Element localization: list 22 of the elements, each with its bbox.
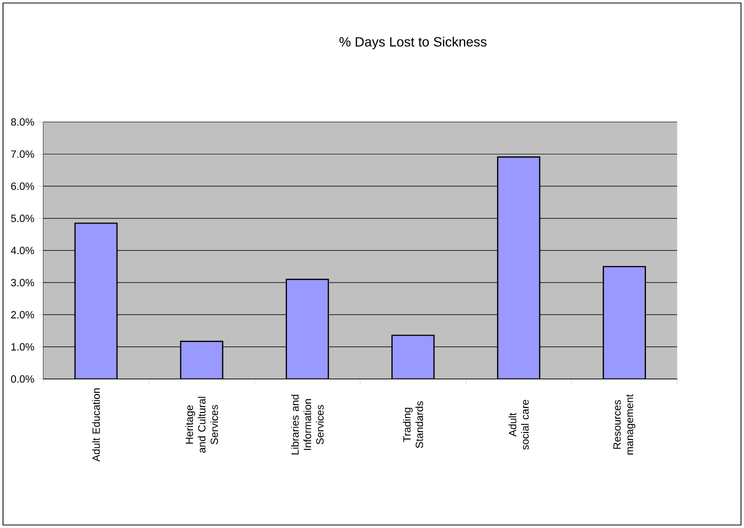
y-tick-label: 0.0% [11, 375, 34, 383]
y-tick-label: 6.0% [11, 182, 34, 190]
bar [497, 156, 540, 379]
bar [602, 266, 646, 379]
bar [286, 278, 329, 379]
x-tick-label: Adult social care [508, 400, 529, 450]
bar [180, 340, 224, 379]
y-tick-label: 5.0% [11, 214, 34, 222]
y-tick-label: 8.0% [11, 118, 34, 126]
bar [391, 334, 435, 379]
x-tick-label: Adult Education [92, 388, 100, 462]
x-tick-label: Resources management [613, 394, 636, 455]
y-tick-label: 1.0% [11, 343, 34, 351]
x-tick-label: Libraries and Information Services [291, 394, 324, 454]
x-tick-label: Heritage and Cultural Services [185, 396, 218, 453]
y-tick-label: 7.0% [11, 150, 34, 158]
chart-title: % Days Lost to Sickness [339, 36, 486, 50]
y-tick-label: 4.0% [10, 246, 34, 254]
x-tick-label: Trading Standards [402, 401, 424, 448]
y-tick-label: 3.0% [11, 278, 34, 286]
bar [74, 222, 118, 379]
y-tick-label: 2.0% [11, 311, 34, 318]
